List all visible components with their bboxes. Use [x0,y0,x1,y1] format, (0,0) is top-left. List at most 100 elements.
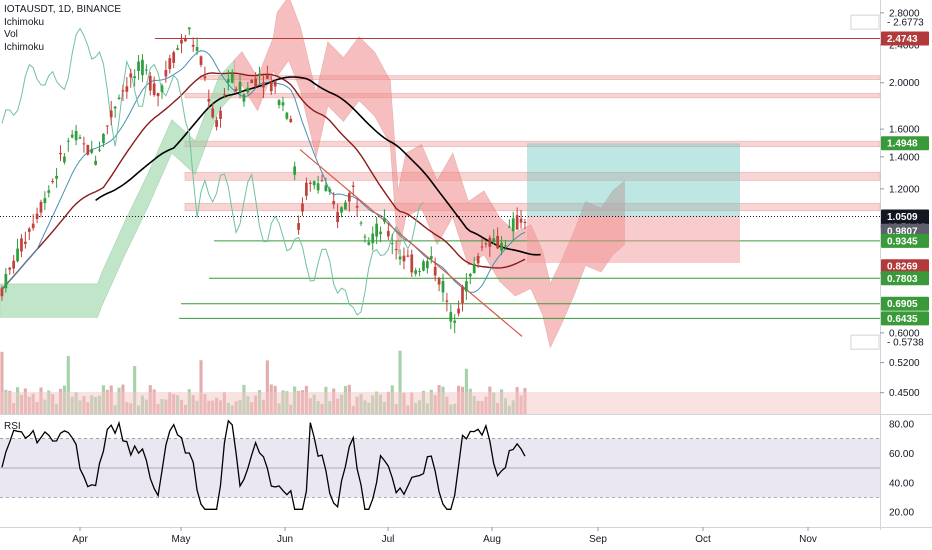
candle-body [461,287,464,303]
candle-body [336,211,339,223]
candle-body [457,308,460,314]
candle-body [90,149,94,153]
candle-body [476,256,480,264]
candle-body [363,236,367,238]
price-label-box [881,271,929,286]
price-tick-label: 0.5200 [889,358,920,369]
candle-body [332,200,336,205]
time-axis[interactable]: Apr May Jun Jul Aug Sep Oct Nov [72,527,817,545]
price-label-box [881,31,929,46]
candle-body [277,100,281,106]
chart-legend: IOTAUSDT, 1D, BINANCE Ichimoku Vol Ichim… [4,4,121,54]
candle-body [8,267,12,270]
candle-body [418,270,421,272]
candle-body [379,231,382,235]
candle-body [269,82,273,92]
candle-body [441,281,445,293]
horizontal-levels [155,38,880,319]
candle-body [207,98,211,102]
candle-body [390,243,394,245]
candle-body [484,243,488,245]
candle-body [226,79,230,83]
candle-body [297,223,300,230]
candle-body [262,83,265,88]
volume-bar [133,366,137,414]
candle-body [148,75,152,91]
rsi-tick-label: 80.00 [889,419,914,430]
price-label-value: 0.6905 [887,299,918,310]
candle-body [144,69,148,71]
candle-body [125,86,129,92]
candle-body [16,248,19,262]
candle-body [180,39,183,44]
candle-body [43,198,47,204]
time-tick-label: May [172,534,191,545]
candle-body [176,48,179,50]
candle-body [156,93,160,97]
symbol-title[interactable]: IOTAUSDT, 1D, BINANCE [4,4,122,15]
indicator-vol[interactable]: Vol [4,29,18,40]
candle-body [410,254,414,273]
candle-body [219,110,222,119]
candle-body [422,261,425,271]
candle-body [12,260,16,269]
price-tick-label: 1.2000 [889,184,920,195]
candle-body [250,80,254,84]
candle-body [246,87,250,93]
candle-body [426,261,429,269]
volume-bar [265,360,269,414]
candle-body [386,230,390,237]
rsi-pane [0,419,880,510]
candle-body [445,300,449,302]
price-label-value: 0.9345 [887,236,918,247]
candle-body [285,112,289,119]
price-tick-label: 0.4500 [889,388,920,399]
candle-body [324,185,328,191]
candle-body [437,278,441,285]
candle-body [199,56,203,65]
candle-body [289,118,293,123]
price-label-value: 0.9807 [887,226,918,237]
price-label-box [881,311,929,326]
rsi-tick-label: 60.00 [889,449,914,460]
price-axis[interactable]: 80.00 60.00 40.00 20.00 2.8000 2.4000 2.0000 1.… [850,8,929,519]
candle-body [98,149,101,151]
candle-body [238,81,242,92]
candle-body [211,108,215,118]
candle-body [429,256,433,260]
candle-body [121,90,125,92]
candle-body [308,182,312,184]
lagging-span [95,76,541,256]
candle-body [215,120,218,127]
time-tick-label: Jun [277,534,293,545]
stop-zone [527,216,740,263]
resistance-zone [184,171,881,181]
resistance-zones [184,75,881,212]
candle-body [133,76,137,79]
price-tick-label: 1.4000 [889,152,920,163]
long-position-tool[interactable] [527,143,740,263]
time-tick-label: Nov [799,534,817,545]
indicator-ichimoku[interactable]: Ichimoku [4,16,45,28]
candle-body [102,133,105,143]
candle-body [105,125,109,127]
indicator-ichimoku-2[interactable]: Ichimoku [4,41,45,53]
candle-body [70,134,74,138]
candle-body [480,246,484,248]
trend-line [299,149,523,337]
candle-body [507,226,511,228]
candle-body [316,183,320,191]
candle-body [359,222,363,224]
candle-body [78,137,82,139]
candle-body [433,266,437,276]
candle-body [301,203,304,212]
price-tick-label: 2.8000 [889,8,920,19]
candle-body [414,270,418,274]
price-label-value: - 2.6773 [887,18,924,29]
candle-body [375,223,379,237]
candle-body [367,242,371,245]
rsi-title[interactable]: RSI [4,421,21,432]
price-label-value: - 0.5738 [887,338,924,349]
candle-body [344,202,347,210]
